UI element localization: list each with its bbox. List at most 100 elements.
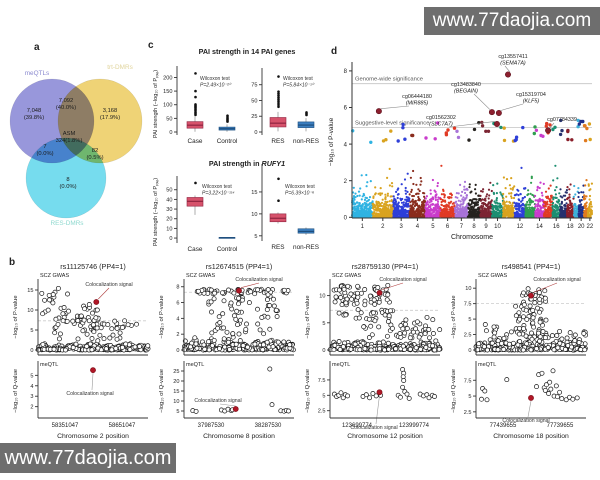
outlier-point (277, 105, 280, 109)
chromosome-tick: 2 (381, 224, 385, 230)
coloc-title: rs28759130 (PP4=1) (352, 262, 419, 271)
venn-count-pct: 324(1.8%) (56, 138, 83, 144)
coloc-signal-point (376, 289, 383, 296)
svg-text:0: 0 (322, 348, 325, 354)
manhattan-points-chr-20 (577, 119, 585, 219)
box-category-label: Case (188, 138, 203, 145)
venn-count-pct: (0.5%) (86, 155, 103, 161)
outlier-point (277, 97, 280, 101)
gene-label: (SLC7A7) (429, 122, 453, 128)
coloc-signal-point (232, 406, 239, 412)
coloc-signal-point (93, 299, 100, 305)
svg-text:3: 3 (30, 394, 33, 400)
boxplot-panel: PAI strength in 14 PAI genes PAI strength… (153, 47, 319, 253)
svg-text:20: 20 (166, 217, 172, 223)
box-category-label: Control (217, 246, 238, 253)
svg-text:6: 6 (176, 301, 179, 307)
svg-text:P=3.22×10⁻¹¹⁴: P=3.22×10⁻¹¹⁴ (202, 191, 235, 197)
svg-text:15: 15 (173, 389, 179, 395)
svg-text:5: 5 (30, 328, 33, 334)
svg-text:P=2.49×10⁻²⁰: P=2.49×10⁻²⁰ (200, 83, 232, 89)
manhattan-points-chr-8 (466, 121, 482, 219)
svg-text:25: 25 (251, 114, 257, 120)
annotated-cpg-point (545, 127, 552, 134)
chromosome-tick: 8 (472, 224, 476, 230)
svg-text:0: 0 (30, 348, 33, 354)
gene-label: (MIR885) (406, 101, 429, 107)
chromosome-tick: 5 (431, 224, 435, 230)
position-tick: 37987530 (198, 423, 225, 429)
coloc-signal-point (90, 367, 96, 374)
venn-count: 7,092 (59, 98, 74, 104)
annotated-cpg-point (505, 71, 512, 78)
svg-text:−log₁₀ of Q-value: −log₁₀ of Q-value (13, 369, 19, 413)
coloc-signal-label: Colocalization signal (350, 425, 397, 431)
outlier-point (194, 95, 197, 99)
coloc-plot-rs12674515: rs12674515 (PP4=1) Colocalization signal 0… (159, 262, 296, 440)
coloc-signal-point (236, 287, 242, 294)
outlier-point (194, 72, 197, 75)
coloc-title: rs11125746 (PP4=1) (60, 262, 125, 271)
box-category-label: Control (217, 138, 238, 145)
gene-label: (KLF5) (523, 99, 540, 105)
annotated-cpg-point (493, 120, 500, 127)
chromosome-tick: 14 (536, 224, 543, 230)
coloc-title: rs12674515 (PP4=1) (206, 262, 273, 271)
chromosome-tick: 9 (484, 224, 488, 230)
outlier-point (277, 99, 280, 103)
svg-text:30: 30 (166, 207, 172, 213)
svg-text:50: 50 (166, 188, 172, 194)
svg-text:−log₁₀ of P-value: −log₁₀ of P-value (159, 295, 165, 338)
meqtl-scatter (479, 368, 580, 403)
coloc-plot-rs11125746: rs11125746 (PP4=1) Colocalization signal 0… (13, 262, 151, 440)
manhattan-points-chr-5 (424, 121, 442, 219)
svg-text:4: 4 (30, 384, 33, 390)
outlier-point (277, 92, 280, 95)
meqtl-label: meQTL (478, 362, 496, 368)
svg-text:2.5: 2.5 (318, 409, 326, 415)
venn-set-label: meQTLs (25, 70, 50, 77)
manhattan-points-chr-2 (371, 129, 394, 219)
svg-text:0: 0 (169, 130, 172, 136)
gwas-scatter (327, 282, 443, 353)
outlier-point (277, 103, 280, 107)
manhattan-plot: Genome-wide significance Suggestive-level… (328, 54, 594, 241)
manhattan-points-chr-13 (524, 125, 537, 219)
chromosome-tick: 20 (578, 224, 585, 230)
threshold-label: Suggestive-level significance (355, 121, 429, 127)
chromosome-tick: 22 (587, 224, 594, 230)
cpg-label: cg01562302 (426, 115, 456, 121)
annotated-cpg-point (488, 109, 495, 116)
coloc-plot-rs28759130: rs28759130 (PP4=1) Colocalization signal 0… (305, 262, 443, 440)
watermark-text: www.77daojia.com (4, 446, 172, 469)
svg-text:2: 2 (344, 179, 348, 185)
svg-text:5: 5 (30, 373, 33, 379)
boxplot-row-title: PAI strength in 14 PAI genes (199, 47, 296, 56)
svg-text:0: 0 (169, 236, 172, 242)
outlier-point (194, 89, 197, 93)
svg-text:40: 40 (166, 197, 172, 203)
watermark-bottom: www.77daojia.com (0, 443, 176, 473)
svg-text:5: 5 (176, 409, 179, 415)
coloc-plot-rs498541: rs498541 (PP4=1)Colocalization signal02.… (451, 262, 588, 440)
svg-text:10: 10 (166, 226, 172, 232)
svg-text:25: 25 (173, 369, 179, 375)
chromosome-tick: 6 (446, 224, 450, 230)
outlier-point (305, 111, 308, 114)
svg-text:PAI strength (−log₁₀ of PPAI): PAI strength (−log₁₀ of PPAI) (153, 178, 160, 246)
box-category-label: Case (188, 246, 203, 253)
outlier-point (277, 94, 280, 97)
annotated-cpg-point (495, 109, 502, 116)
coloc-title: rs498541 (PP4=1) (502, 262, 561, 271)
svg-text:10: 10 (319, 294, 325, 300)
panel-label-b: b (9, 257, 16, 268)
manhattan-points-chr-11 (502, 126, 516, 219)
outlier-point (277, 177, 280, 181)
watermark-text: www.77daojia.com (432, 10, 592, 31)
coloc-signal-point (528, 292, 534, 299)
manhattan-points-chr-19 (572, 118, 580, 219)
venn-count: 8 (66, 177, 69, 183)
outlier-point (277, 101, 280, 105)
chromosome-tick: 3 (400, 224, 404, 230)
gwas-scatter (181, 286, 296, 353)
